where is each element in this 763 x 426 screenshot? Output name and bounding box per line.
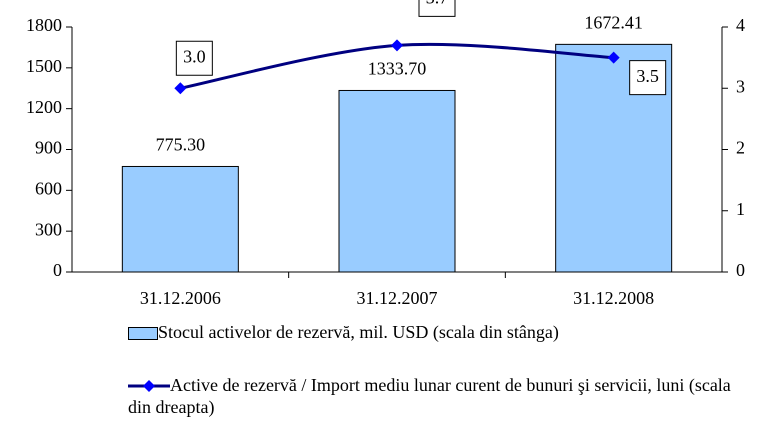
label-box	[629, 60, 667, 96]
legend-label: Stocul activelor de rezervă, mil. USD (s…	[158, 322, 559, 342]
legend-swatch	[128, 380, 170, 392]
y2-tick-label: 2	[736, 138, 745, 158]
label-box	[175, 40, 213, 76]
label-box	[418, 0, 456, 17]
marker	[391, 39, 403, 52]
y-tick-label: 1500	[26, 56, 62, 76]
y-tick-label: 1800	[26, 15, 62, 35]
y2-tick-label: 3	[736, 76, 745, 96]
line-label: 3.7	[426, 0, 449, 8]
y-tick-label: 900	[35, 138, 62, 158]
bar-label: 775.30	[156, 135, 206, 155]
y-tick-label: 300	[35, 219, 62, 239]
y2-tick-label: 1	[736, 199, 745, 219]
bar	[338, 89, 456, 273]
marker	[607, 51, 620, 64]
y2-tick-label: 4	[736, 15, 745, 35]
x-tick-label: 31.12.2008	[573, 288, 654, 308]
legend-label: Active de rezervă / Import mediu lunar c…	[128, 375, 731, 417]
bar-label: 1333.70	[368, 59, 427, 79]
bar	[121, 165, 239, 273]
y-tick-label: 1200	[26, 97, 62, 117]
y-tick-label: 600	[35, 178, 62, 198]
line-label: 3.5	[636, 66, 659, 86]
line-label: 3.0	[183, 46, 206, 66]
legend-swatch	[128, 327, 158, 341]
marker	[174, 82, 187, 95]
y2-tick-label: 0	[736, 260, 745, 280]
x-tick-label: 31.12.2006	[140, 288, 221, 308]
y-tick-label: 0	[53, 260, 62, 280]
legend-line: Active de rezervă / Import mediu lunar c…	[128, 374, 748, 418]
bar-label: 1672.41	[584, 12, 643, 32]
legend-bar: Stocul activelor de rezervă, mil. USD (s…	[128, 321, 559, 343]
x-tick-label: 31.12.2007	[357, 288, 438, 308]
